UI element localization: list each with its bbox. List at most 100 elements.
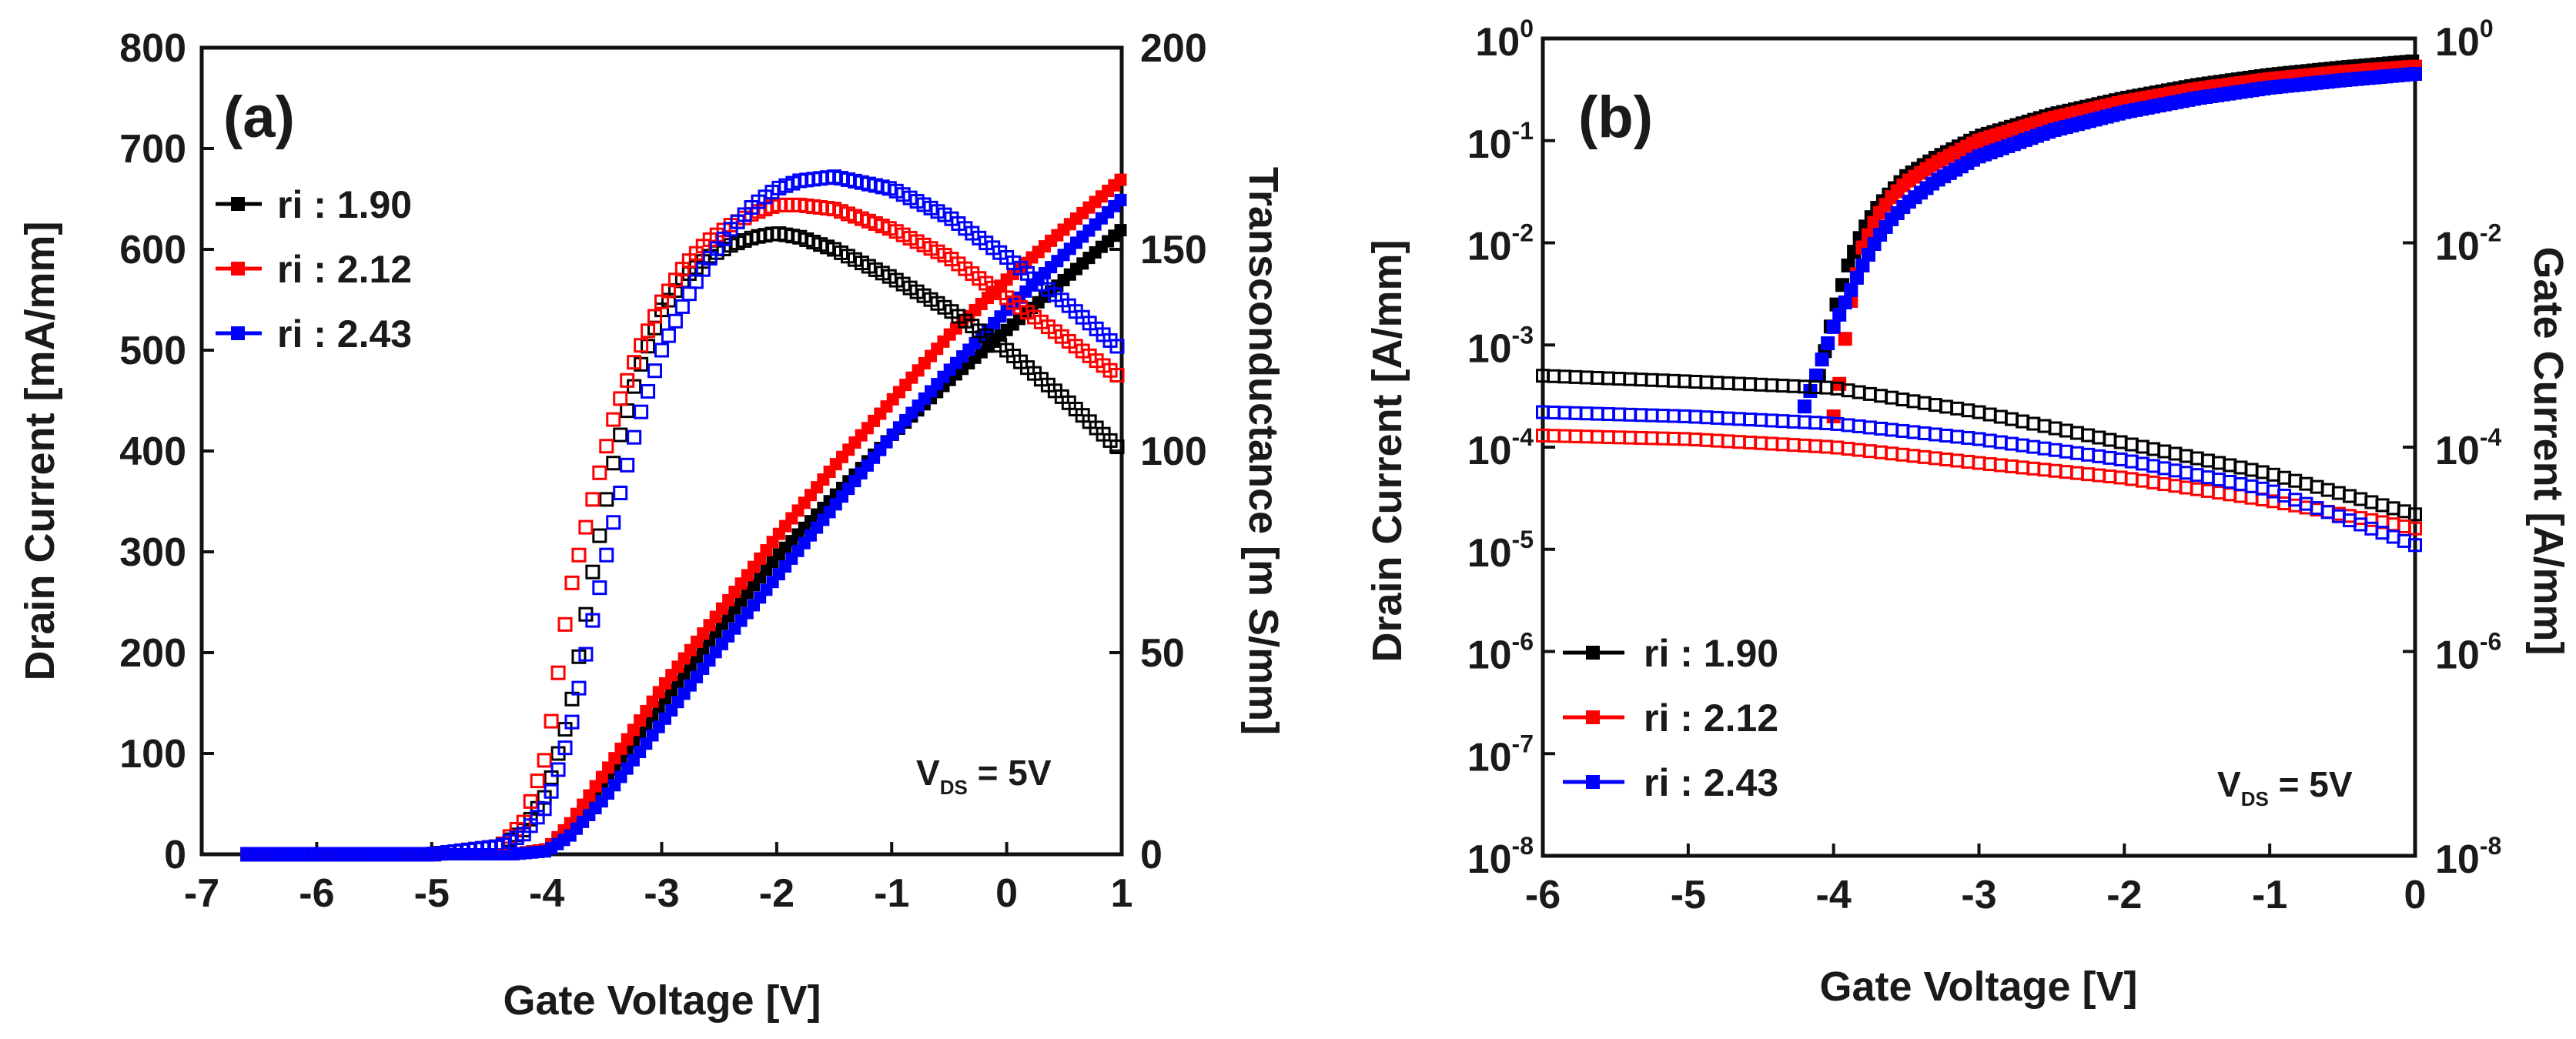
panel-a-left-tick-label: 600	[119, 228, 186, 272]
panel-b-x-tick-label: 0	[2404, 873, 2427, 917]
panel-b-drain-marker	[1832, 307, 1847, 322]
panel-a-x-tick-label: -3	[644, 871, 679, 916]
panel-a-gm-marker	[641, 383, 656, 399]
panel-a-gm-marker	[592, 580, 607, 596]
panel-a-drain-marker	[627, 723, 640, 737]
panel-b-vds-annotation: VDS = 5V	[2217, 764, 2353, 810]
panel-a-legend-marker	[231, 197, 245, 211]
panel-b-right-tick-label-base: 10	[2435, 429, 2480, 473]
panel-b-left-tick-label-exponent: -5	[1512, 526, 1534, 553]
panel-b-left-tick-label-exponent: -1	[1512, 117, 1534, 145]
panel-a-legend-marker	[231, 262, 245, 276]
panel-b-legend: ri : 1.90 ri : 2.12 ri : 2.43	[1563, 632, 1778, 804]
panel-a-x-axis-title: Gate Voltage [V]	[503, 977, 821, 1024]
panel-a-left-y-axis-title: Drain Current [mA/mm]	[17, 221, 63, 680]
panel-a-gm-marker	[667, 313, 683, 329]
panel-a-gm-marker	[613, 485, 628, 500]
panel-b-gate-marker	[2408, 521, 2422, 536]
panel-b-legend-label: ri : 1.90	[1644, 632, 1778, 675]
panel-b-left-tick-label: 100	[1475, 15, 1534, 65]
panel-a-drain-marker	[634, 714, 647, 727]
panel-a-drain-marker	[621, 733, 634, 746]
panel-a-drain-marker	[614, 742, 627, 755]
panel-b-drain-marker	[1797, 399, 1812, 414]
panel-b-legend-label: ri : 2.43	[1644, 761, 1778, 804]
panel-a-left-tick-label: 400	[119, 429, 186, 474]
panel-a-drain-marker	[602, 761, 615, 774]
panel-a-gm-marker	[557, 616, 573, 632]
panel-b-left-tick-label-base: 10	[1467, 531, 1512, 576]
panel-a-gm-marker	[1109, 367, 1125, 383]
panel-b-left-tick-label-base: 10	[1467, 735, 1512, 780]
panel-b-drain-marker	[1838, 295, 1852, 309]
panel-b-left-tick-label-base: 10	[1467, 429, 1512, 473]
panel-b-left-tick-label-exponent: -8	[1512, 832, 1534, 860]
panel-a-drain-marker	[640, 704, 653, 717]
panel-b-left-tick-label: 10-5	[1467, 526, 1534, 576]
panel-a-gm-marker	[620, 457, 635, 473]
panel-b-legend-marker	[1586, 710, 1600, 724]
panel-b-series-gate-5	[1536, 405, 2422, 553]
panel-a-left-y-axis: 0 100 200 300 400 500 600 700 800	[119, 26, 214, 877]
panel-a-gm-marker	[585, 492, 601, 507]
panel-b-right-tick-label-base: 10	[2435, 20, 2480, 65]
panel-a-x-tick-label: -6	[299, 871, 334, 916]
panel-a-gm-marker	[606, 456, 621, 471]
panel-a-gm-marker	[578, 646, 594, 662]
panel-a-gm-marker	[606, 412, 621, 427]
panel-a-gm-marker	[634, 338, 649, 353]
panel-a-legend-entry: ri : 2.12	[216, 248, 412, 291]
panel-a-x-tick-label: -5	[414, 871, 450, 916]
panel-b-left-tick-label-exponent: -3	[1512, 321, 1534, 349]
panel-a-gm-marker	[557, 740, 573, 756]
panel-a-gm-marker	[620, 403, 635, 419]
panel-a-left-tick-label: 700	[119, 127, 186, 172]
panel-a-legend-label: ri : 2.43	[277, 312, 412, 356]
panel-b-left-tick-label-base: 10	[1467, 326, 1512, 371]
panel-b-left-tick-label-exponent: 0	[1520, 15, 1534, 42]
panel-a-gm-marker	[647, 363, 663, 379]
panel-b-legend-label: ri : 2.12	[1644, 697, 1778, 740]
panel-b-right-tick-label-exponent: 0	[2480, 15, 2494, 42]
panel-a-gm-marker	[564, 575, 580, 590]
panel-a-gm-marker	[661, 328, 676, 343]
panel-b-drain-marker	[1838, 332, 1852, 346]
panel-b-drain-marker	[1815, 352, 1829, 367]
panel-b-drain-marker	[1844, 282, 1858, 297]
panel-a-gm-marker	[1109, 439, 1125, 455]
panel-b-drain-marker	[2408, 67, 2422, 82]
panel-a-gm-marker	[544, 783, 559, 799]
panel-b-left-tick-label-exponent: -4	[1512, 423, 1534, 451]
panel-a-gm-marker	[599, 439, 614, 454]
panel-a-right-y-axis: 0 50 100 150 200	[1109, 26, 1207, 877]
panel-b-left-tick-label: 10-1	[1467, 117, 1534, 167]
panel-a-right-tick-label: 100	[1140, 429, 1207, 474]
panel-a-x-tick-label: -2	[759, 871, 795, 916]
panel-a-gm-marker	[647, 309, 663, 324]
panel-b-left-tick-label: 10-3	[1467, 321, 1534, 371]
panel-a-gm-marker	[571, 547, 587, 563]
panel-a-gm-marker	[585, 564, 601, 580]
panel-a-left-tick-label: 800	[119, 26, 186, 71]
panel-a-gm-marker	[627, 429, 642, 445]
panel-b-left-tick-label: 10-2	[1467, 219, 1534, 269]
panel-a-gm-marker	[537, 801, 552, 817]
panel-b-right-y-axis-title: Gate Current [A/mm]	[2525, 246, 2571, 655]
panel-b-left-tick-label: 10-6	[1467, 628, 1534, 678]
panel-b-legend-entry: ri : 2.12	[1563, 697, 1778, 740]
panel-a-gm-marker	[571, 680, 587, 696]
panel-a-gm-marker	[592, 465, 607, 480]
panel-b-x-tick-label: -3	[1961, 873, 1996, 917]
panel-b-right-tick-label: 100	[2435, 15, 2494, 65]
panel-a-drain-marker	[577, 798, 590, 811]
panel-a-legend-entry: ri : 1.90	[216, 183, 412, 226]
panel-b-left-y-axis-title: Drain Current [A/mm]	[1364, 239, 1410, 662]
panel-b-right-tick-label-exponent: -4	[2480, 423, 2502, 451]
panel-a-series	[240, 169, 1127, 862]
panel-b-right-tick-label: 10-6	[2435, 628, 2501, 678]
panel-a-gm-marker	[578, 520, 594, 535]
panel-b-right-tick-label: 10-2	[2435, 219, 2501, 269]
panel-a-drain-current-transconductance: 0 100 200 300 400 500 600 700 800 0 50 100 150 200 -…	[17, 26, 1286, 1024]
